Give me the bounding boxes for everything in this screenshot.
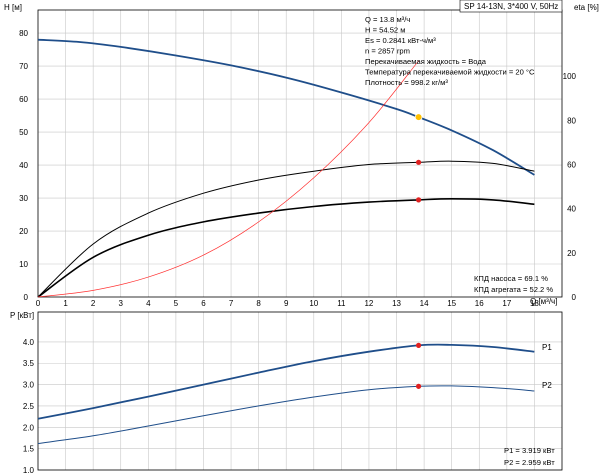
y-tick-label: 80 [19, 29, 28, 38]
top-chart-grid [38, 10, 562, 297]
x-tick-label: 12 [364, 299, 373, 308]
top-chart-series [37, 38, 535, 298]
y-tick-label: 20 [19, 227, 28, 236]
p1-value-label: P1 = 3.919 кВт [504, 446, 555, 455]
p-tick-label: 1.5 [23, 445, 35, 454]
power-operating-point [415, 383, 422, 389]
x-tick-label: 2 [91, 299, 96, 308]
y-tick-label: 60 [19, 95, 28, 104]
info-line: Q = 13.8 м³/ч [365, 15, 410, 24]
y-tick-label: 30 [19, 194, 28, 203]
y-tick-label: 40 [19, 161, 28, 170]
x-tick-label: 9 [284, 299, 289, 308]
x-tick-label: 14 [420, 299, 429, 308]
x-tick-label: 5 [174, 299, 179, 308]
y-axis-title-p: P [кВт] [10, 311, 34, 320]
series-eta2-line [37, 197, 535, 298]
pump-efficiency-label: КПД насоса = 69.1 % [474, 274, 548, 283]
model-title-box [459, 0, 563, 13]
x-tick-label: 16 [475, 299, 484, 308]
x-tick-label: 15 [447, 299, 456, 308]
p-tick-label: 4.0 [23, 338, 35, 347]
p-tick-label: 2.5 [23, 402, 35, 411]
bottom-chart-frame [37, 311, 563, 471]
x-axis-title-q: Q [м³/ч] [530, 297, 557, 306]
bottom-chart-axes: 1.0 1.5 2.0 2.5 3.0 3.5 4.0 [23, 338, 35, 474]
x-tick-label: 6 [201, 299, 206, 308]
y2-tick-label: 60 [567, 161, 576, 170]
duty-point-marker [414, 113, 423, 121]
y-tick-label: 50 [19, 128, 28, 137]
x-tick-label: 17 [502, 299, 511, 308]
info-line: Es = 0.2841 кВт-ч/м³ [365, 36, 436, 45]
p2-curve-label: P2 [542, 381, 552, 390]
p-tick-label: 2.0 [23, 423, 35, 432]
y2-axis-title-eta: eta [%] [574, 3, 599, 12]
x-tick-label: 8 [256, 299, 261, 308]
bottom-chart-series [37, 342, 535, 444]
y2-tick-label: 40 [567, 205, 576, 214]
series-p1-line [37, 343, 535, 420]
p1-curve-label: P1 [542, 343, 552, 352]
p-tick-label: 3.0 [23, 381, 35, 390]
power-operating-point [415, 342, 422, 348]
x-tick-label: 7 [229, 299, 234, 308]
efficiency-operating-point [415, 159, 422, 165]
y2-tick-label: 100 [563, 72, 577, 81]
y-tick-label: 0 [24, 293, 29, 302]
top-chart-frame [37, 9, 563, 298]
info-line: Перекачиваемая жидкость = Вода [365, 57, 487, 66]
series-p2-line [37, 385, 535, 444]
info-line: H = 54.52 м [365, 26, 405, 35]
top-chart-axes: 0 1 2 3 4 5 6 7 8 9 10 11 12 13 14 15 16 17 18010203040506… [19, 29, 576, 308]
info-line: Плотность = 998.2 кг/м³ [365, 78, 448, 87]
p2-value-label: P2 = 2.959 кВт [504, 458, 555, 467]
y2-tick-label: 80 [567, 116, 576, 125]
x-tick-label: 11 [337, 299, 346, 308]
y2-tick-label: 20 [567, 249, 576, 258]
x-tick-label: 3 [119, 299, 124, 308]
series-eta1-line [37, 160, 535, 298]
p-tick-label: 1.0 [23, 466, 35, 474]
y-tick-label: 70 [19, 62, 28, 71]
info-line: n = 2857 rpm [365, 47, 410, 56]
x-tick-label: 4 [146, 299, 151, 308]
x-tick-label: 18 [530, 299, 539, 308]
model-title: SP 14-13N, 3*400 V, 50Hz [464, 2, 558, 11]
bottom-chart-grid [38, 312, 562, 471]
x-tick-label: 10 [309, 299, 318, 308]
y-axis-title-h: H [м] [4, 3, 22, 12]
y-tick-label: 10 [19, 260, 28, 269]
x-tick-label: 1 [63, 299, 68, 308]
unit-efficiency-label: КПД агрегата = 52.2 % [474, 285, 553, 294]
y2-tick-label: 0 [572, 293, 577, 302]
p-tick-label: 3.5 [23, 359, 35, 368]
efficiency-operating-point [415, 197, 422, 203]
info-line: Температура перекачиваемой жидкости = 20… [365, 68, 535, 77]
operating-point-info: Q = 13.8 м³/ч H = 54.52 мEs = 0.2841 кВт-… [365, 15, 535, 87]
x-tick-label: 13 [392, 299, 401, 308]
x-tick-label: 0 [36, 299, 41, 308]
series-h-line [37, 38, 535, 176]
series-npsh-line [37, 60, 419, 298]
